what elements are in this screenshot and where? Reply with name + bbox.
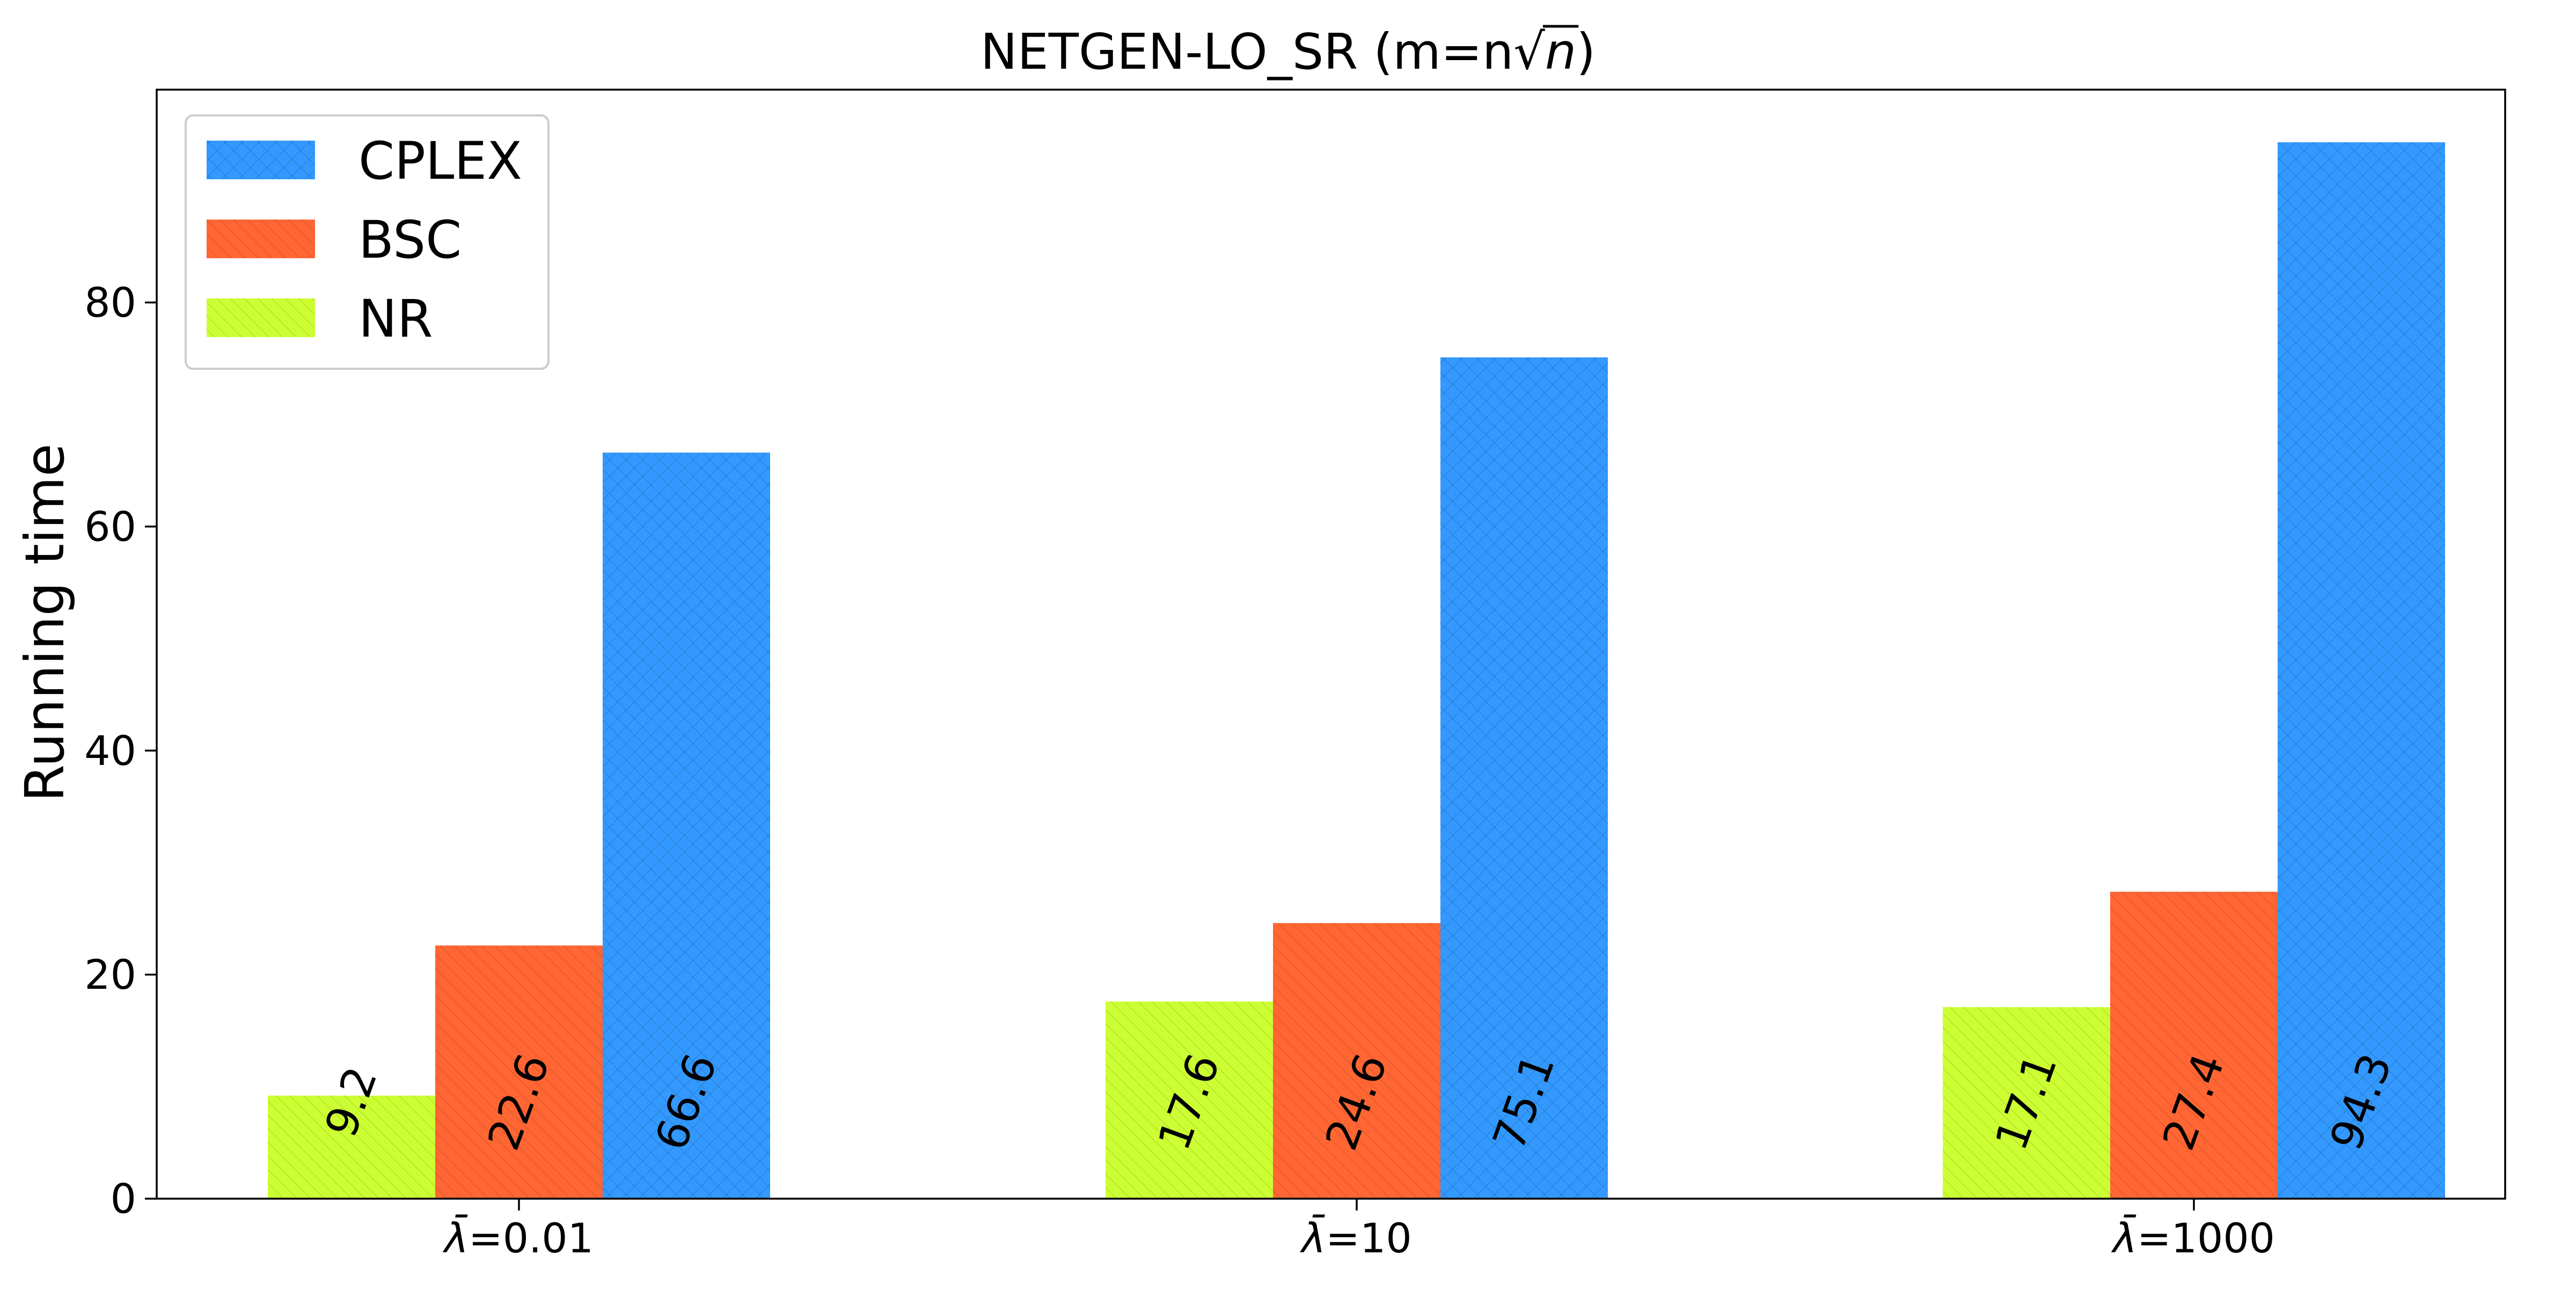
legend-swatch-hatch-bsc: [207, 220, 315, 258]
x-tick-label-1: λ̄=10: [1299, 1214, 1411, 1262]
bar-hatch-nr-0: [268, 1096, 435, 1199]
bar-hatch-bsc-2: [2110, 892, 2278, 1199]
chart-title-suffix: ): [1576, 23, 1596, 81]
x-tick-label-0: λ̄=0.01: [442, 1214, 594, 1262]
y-tick-label-20: 20: [84, 951, 136, 998]
x-tick-value-1: =10: [1326, 1214, 1411, 1262]
legend-label-nr: NR: [358, 289, 433, 349]
plot-frame: [156, 89, 2506, 1200]
y-tick-label-0: 0: [111, 1175, 136, 1223]
legend-label-bsc: BSC: [358, 210, 462, 270]
legend-label-cplex: CPLEX: [358, 131, 522, 191]
y-axis-label: Running time: [13, 443, 76, 801]
bar-hatch-cplex-0: [603, 453, 770, 1199]
bar-hatch-cplex-2: [2278, 142, 2445, 1199]
bar-hatch-nr-2: [1943, 1007, 2110, 1199]
chart-title-prefix: NETGEN-LO_SR (m=n√: [980, 23, 1545, 81]
bar-hatch-bsc-1: [1273, 923, 1440, 1199]
x-tick-value-0: =0.01: [469, 1214, 594, 1262]
y-tick-label-60: 60: [84, 502, 136, 550]
legend: CPLEX BSC NR: [185, 114, 550, 370]
bar-hatch-cplex-1: [1440, 357, 1608, 1199]
bars-layer: [268, 142, 2445, 1199]
bar-hatch-nr-1: [1106, 1001, 1273, 1199]
x-tick-symbol-1: λ̄: [1299, 1214, 1326, 1262]
y-tick-label-80: 80: [84, 279, 136, 326]
legend-swatch-hatch-nr: [207, 298, 315, 337]
y-tick-label-40: 40: [84, 727, 136, 775]
x-tick-label-2: λ̄=1000: [2111, 1214, 2275, 1262]
chart-title: NETGEN-LO_SR (m=n√n): [980, 23, 1596, 81]
bar-hatch-bsc-0: [435, 945, 603, 1199]
x-tick-symbol-0: λ̄: [442, 1214, 469, 1262]
x-tick-value-2: =1000: [2137, 1214, 2275, 1262]
chart-title-italic: n: [1545, 23, 1576, 81]
x-tick-symbol-2: λ̄: [2111, 1214, 2137, 1262]
legend-swatch-hatch-cplex: [207, 141, 315, 179]
